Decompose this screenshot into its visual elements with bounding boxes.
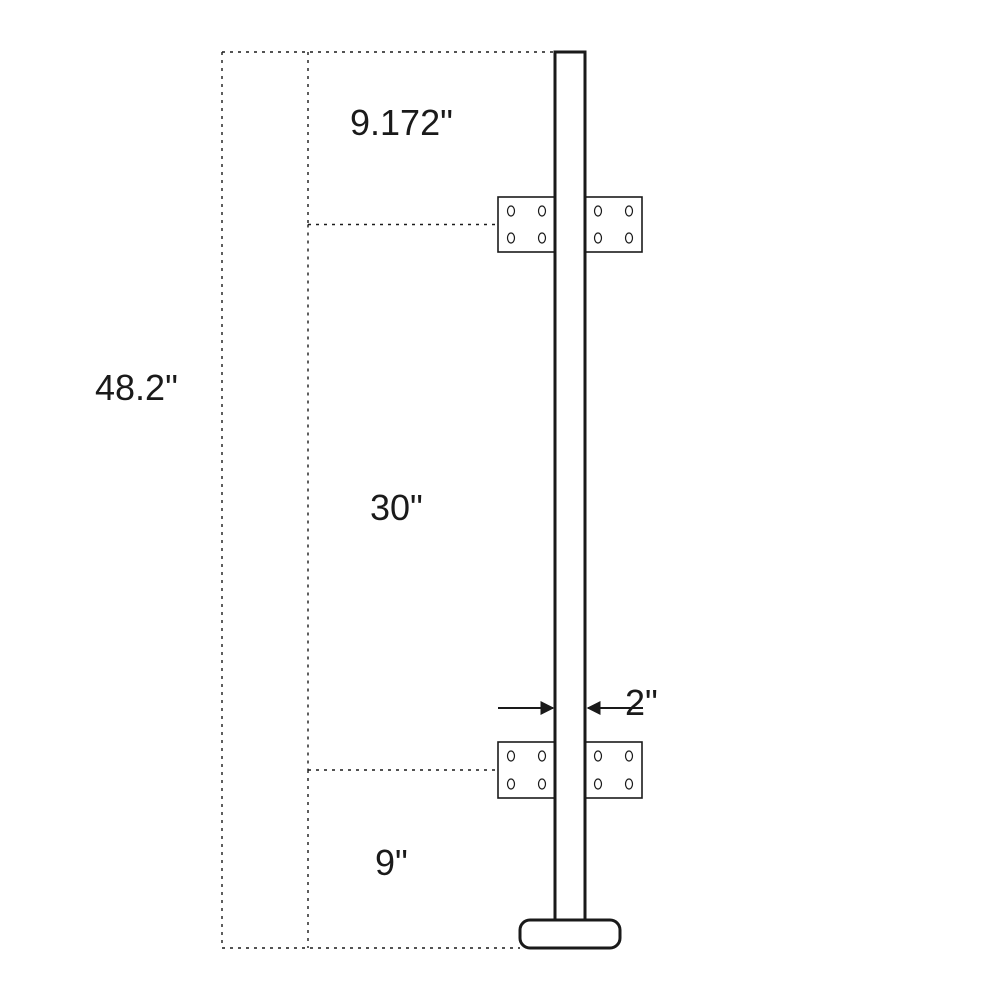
bracket-hole	[595, 779, 602, 789]
bracket-hole	[595, 233, 602, 243]
bracket-hole	[595, 206, 602, 216]
bracket-hole	[539, 751, 546, 761]
bracket-hole	[595, 751, 602, 761]
bracket-hole	[626, 206, 633, 216]
bracket-hole	[626, 233, 633, 243]
label-bottom-section: 9"	[375, 842, 408, 883]
label-mid-section: 30"	[370, 487, 423, 528]
lower-bracket-left	[498, 742, 555, 798]
post-body	[555, 52, 585, 920]
bracket-hole	[539, 206, 546, 216]
upper-bracket-right	[585, 197, 642, 252]
bracket-hole	[508, 779, 515, 789]
bracket-hole	[626, 779, 633, 789]
bracket-hole	[626, 751, 633, 761]
bracket-hole	[508, 751, 515, 761]
upper-bracket-left	[498, 197, 555, 252]
lower-bracket-right	[585, 742, 642, 798]
label-top-section: 9.172"	[350, 102, 453, 143]
base-plate	[520, 920, 620, 948]
post-dimension-diagram: 48.2" 9.172" 30" 9" 2"	[0, 0, 1000, 1000]
label-post-width: 2"	[625, 682, 658, 723]
bracket-hole	[539, 233, 546, 243]
bracket-hole	[508, 233, 515, 243]
label-overall-height: 48.2"	[95, 367, 178, 408]
bracket-hole	[539, 779, 546, 789]
bracket-hole	[508, 206, 515, 216]
